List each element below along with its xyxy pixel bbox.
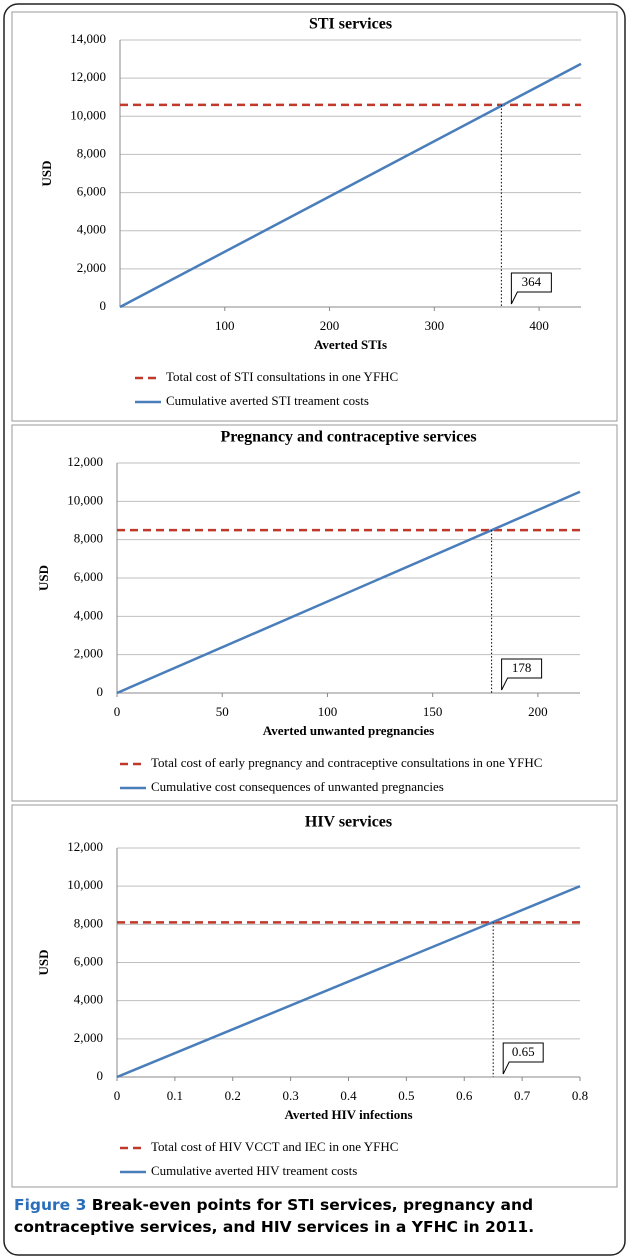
legend-label: Total cost of HIV VCCT and IEC in one YF… <box>151 1139 398 1154</box>
x-tick-label: 400 <box>529 318 549 333</box>
y-tick-label: 0 <box>97 1068 104 1083</box>
y-tick-label: 10,000 <box>67 877 103 892</box>
break-even-label: 0.65 <box>512 1044 535 1059</box>
panel <box>11 11 618 422</box>
legend-label: Cumulative averted HIV treament costs <box>151 1163 357 1178</box>
y-axis-label: USD <box>36 565 51 591</box>
x-tick-label: 100 <box>318 704 338 719</box>
series-line <box>119 62 582 309</box>
x-tick-label: 0.5 <box>398 1088 414 1103</box>
chart-title: STI services <box>309 16 392 33</box>
caption-label: Figure 3 <box>14 1196 87 1214</box>
callout <box>510 272 552 305</box>
panel <box>11 424 618 802</box>
x-tick-label: 150 <box>423 704 443 719</box>
x-tick-label: 0.7 <box>514 1088 531 1103</box>
y-tick-label: 12,000 <box>67 454 103 469</box>
series-line <box>116 885 581 1079</box>
y-tick-label: 6,000 <box>77 184 106 199</box>
y-tick-label: 6,000 <box>74 569 103 584</box>
y-tick-label: 8,000 <box>74 915 103 930</box>
x-tick-label: 300 <box>425 318 445 333</box>
x-tick-label: 200 <box>528 704 548 719</box>
legend-label: Total cost of STI consultations in one Y… <box>166 369 398 384</box>
y-tick-label: 12,000 <box>67 839 103 854</box>
break-even-label: 178 <box>512 660 532 675</box>
series-line <box>116 490 581 695</box>
x-axis-label: Averted STIs <box>314 337 387 352</box>
legend-label: Cumulative cost consequences of unwanted… <box>151 779 444 794</box>
x-tick-label: 0 <box>114 704 121 719</box>
caption: Figure 3 Break-even points for STI servi… <box>14 1194 614 1238</box>
y-tick-label: 2,000 <box>74 646 103 661</box>
x-tick-label: 100 <box>215 318 235 333</box>
y-tick-label: 14,000 <box>70 31 106 46</box>
y-tick-label: 6,000 <box>74 953 103 968</box>
x-tick-label: 0.4 <box>340 1088 357 1103</box>
legend-label: Cumulative averted STI treament costs <box>166 393 369 408</box>
x-axis-label: Averted HIV infections <box>284 1107 412 1122</box>
y-tick-label: 8,000 <box>74 531 103 546</box>
x-tick-label: 0.8 <box>572 1088 588 1103</box>
y-tick-label: 4,000 <box>77 222 106 237</box>
y-tick-label: 2,000 <box>77 260 106 275</box>
y-tick-label: 4,000 <box>74 607 103 622</box>
y-tick-label: 0 <box>100 298 107 313</box>
x-axis-label: Averted unwanted pregnancies <box>263 723 434 738</box>
chart-title: Pregnancy and contraceptive services <box>220 429 476 446</box>
y-tick-label: 8,000 <box>77 145 106 160</box>
break-even-label: 364 <box>522 274 542 289</box>
y-tick-label: 10,000 <box>70 107 106 122</box>
x-tick-label: 0.2 <box>225 1088 241 1103</box>
callout <box>501 658 543 691</box>
legend-label: Total cost of early pregnancy and contra… <box>151 755 542 770</box>
y-axis-label: USD <box>36 949 51 975</box>
x-tick-label: 50 <box>216 704 229 719</box>
x-tick-label: 0.3 <box>283 1088 299 1103</box>
x-tick-label: 0.6 <box>456 1088 473 1103</box>
y-tick-label: 0 <box>97 684 104 699</box>
x-tick-label: 200 <box>320 318 340 333</box>
x-tick-label: 0 <box>114 1088 121 1103</box>
y-tick-label: 4,000 <box>74 992 103 1007</box>
y-tick-label: 12,000 <box>70 69 106 84</box>
callout <box>502 1042 544 1075</box>
chart-title: HIV services <box>305 814 392 831</box>
x-tick-label: 0.1 <box>167 1088 183 1103</box>
y-tick-label: 10,000 <box>67 492 103 507</box>
y-tick-label: 2,000 <box>74 1030 103 1045</box>
caption-text: Break-even points for STI services, preg… <box>14 1196 535 1236</box>
y-axis-label: USD <box>39 160 54 186</box>
